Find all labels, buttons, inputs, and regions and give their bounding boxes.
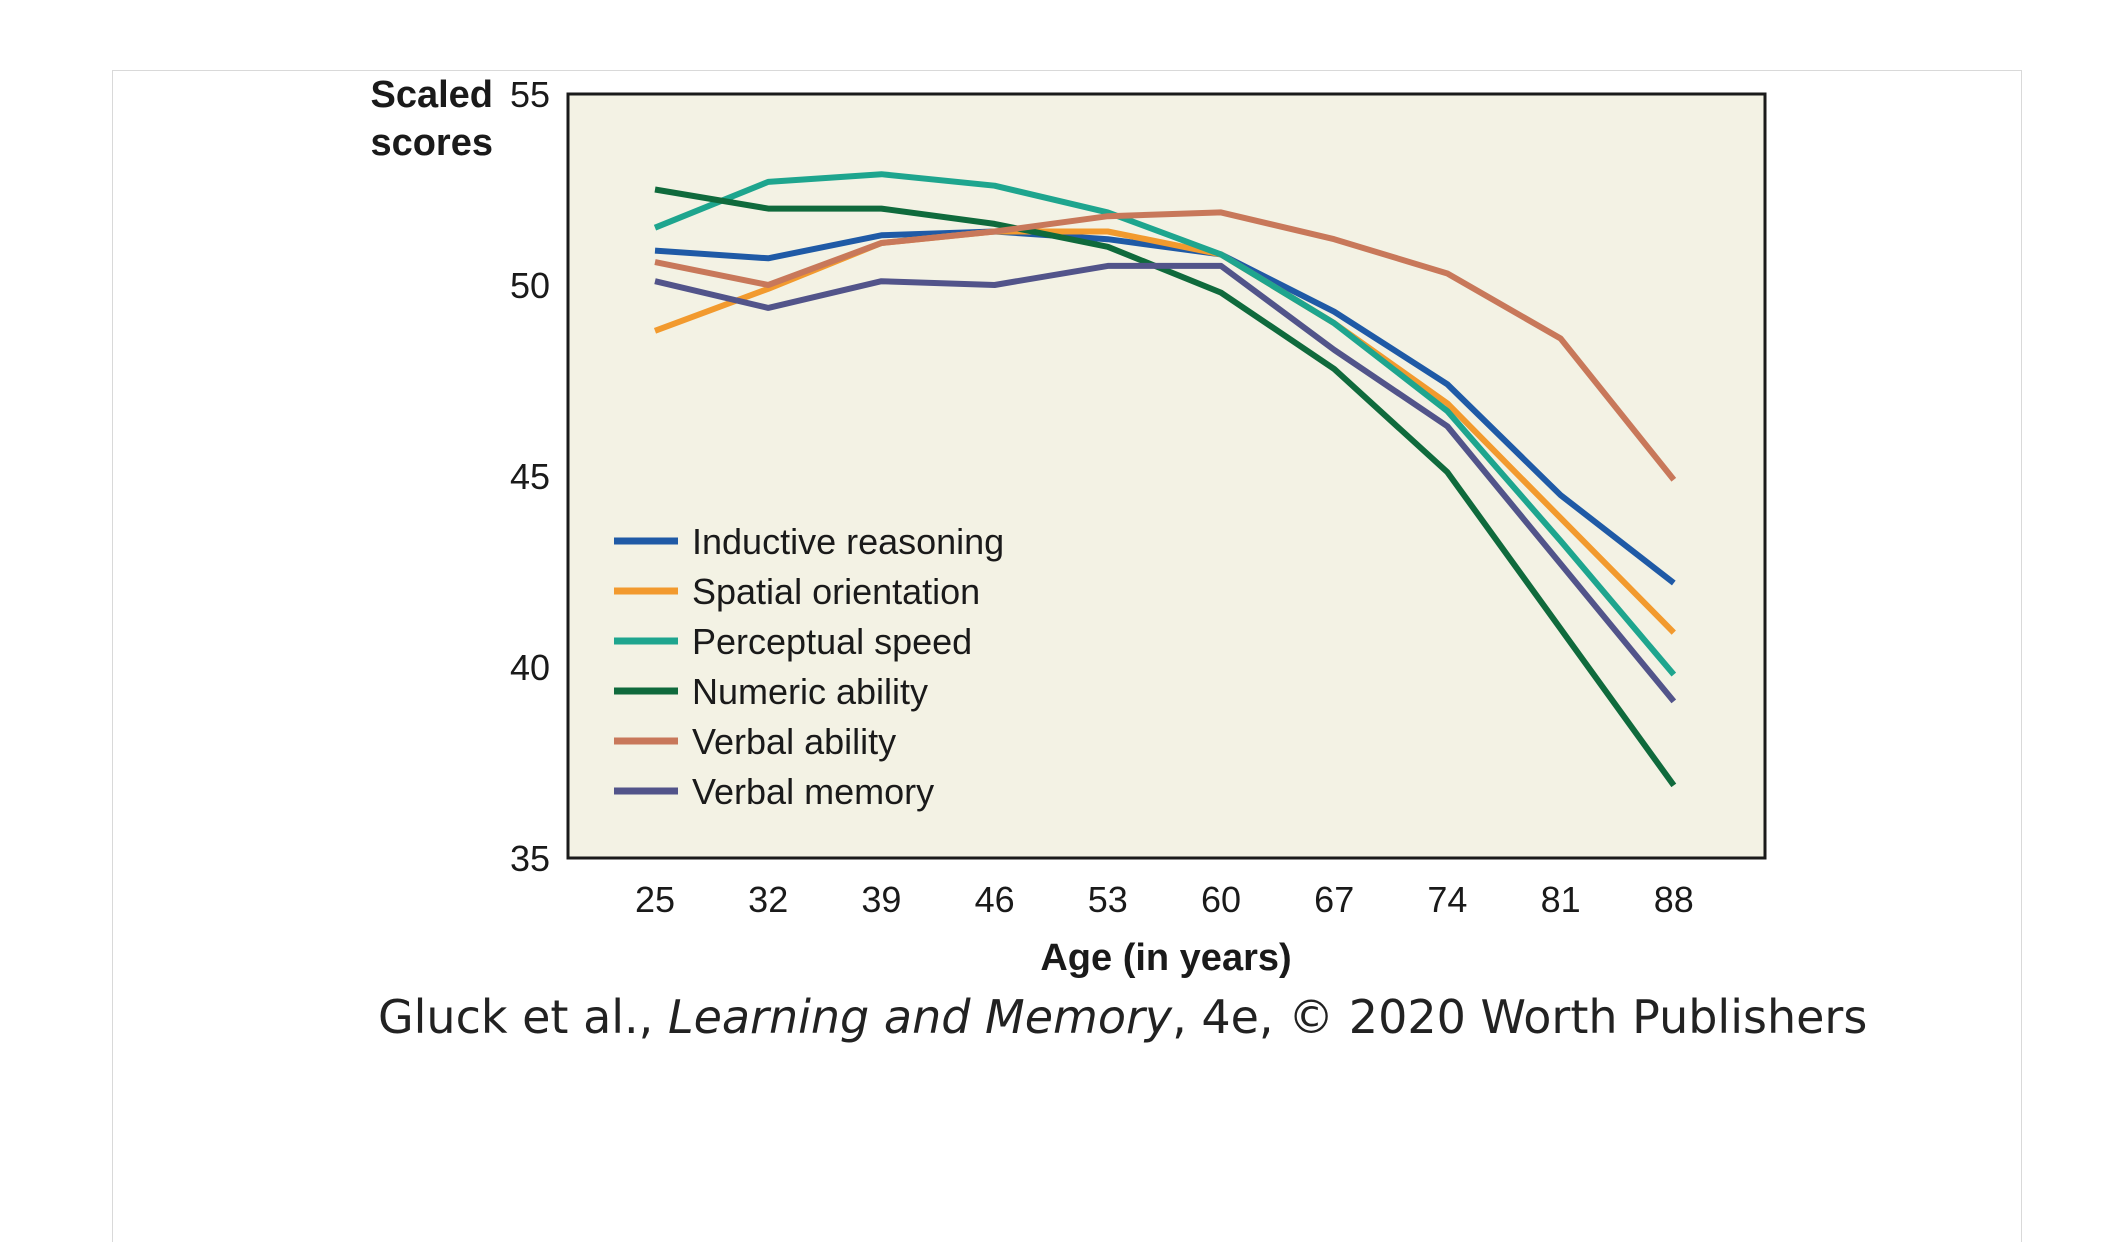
y-tick-label: 45 [510, 456, 550, 497]
y-axis-label-line-1: Scaled [370, 74, 493, 116]
series-line-numeric-ability [654, 186, 1677, 788]
series-lines [653, 171, 1677, 788]
y-axis-ticks: 35 40 45 50 55 [510, 74, 550, 879]
x-tick-label: 25 [635, 879, 675, 920]
x-axis-ticks: 25 32 39 46 53 60 67 74 81 88 [635, 879, 1694, 920]
legend-label-verbal-memory: Verbal memory [692, 771, 934, 812]
y-axis-label-line-2: scores [370, 122, 493, 164]
legend-label-verbal-ability: Verbal ability [692, 721, 896, 762]
y-tick-label: 40 [510, 647, 550, 688]
x-tick-label: 88 [1654, 879, 1694, 920]
x-tick-label: 60 [1201, 879, 1241, 920]
x-tick-label: 81 [1541, 879, 1581, 920]
y-tick-label: 55 [510, 74, 550, 115]
plot-border [566, 92, 1767, 860]
legend-label-perceptual-speed: Perceptual speed [692, 621, 972, 662]
series-line-inductive-reasoning [654, 228, 1676, 586]
x-tick-label: 39 [861, 879, 901, 920]
y-tick-label: 35 [510, 838, 550, 879]
figure-credit: Gluck et al., Learning and Memory, 4e, ©… [378, 990, 1867, 1044]
x-tick-label: 32 [748, 879, 788, 920]
x-tick-label: 67 [1314, 879, 1354, 920]
legend: Inductive reasoning Spatial orientation Pe… [614, 521, 1004, 812]
series-line-verbal-memory [654, 262, 1677, 704]
credit-book-title: Learning and Memory [667, 990, 1173, 1044]
credit-edition: , 4e, © 2020 Worth Publishers [1172, 990, 1868, 1044]
x-axis-label: Age (in years) [1040, 937, 1291, 979]
legend-label-numeric-ability: Numeric ability [692, 671, 928, 712]
x-tick-label: 53 [1088, 879, 1128, 920]
x-tick-label: 74 [1427, 879, 1467, 920]
series-line-verbal-ability [654, 209, 1677, 482]
series-line-perceptual-speed [653, 171, 1677, 677]
x-tick-label: 46 [975, 879, 1015, 920]
y-tick-label: 50 [510, 265, 550, 306]
plot-area [568, 94, 1765, 858]
legend-label-spatial-orientation: Spatial orientation [692, 571, 980, 612]
credit-authors: Gluck et al., [378, 990, 668, 1044]
legend-label-inductive-reasoning: Inductive reasoning [692, 521, 1004, 562]
